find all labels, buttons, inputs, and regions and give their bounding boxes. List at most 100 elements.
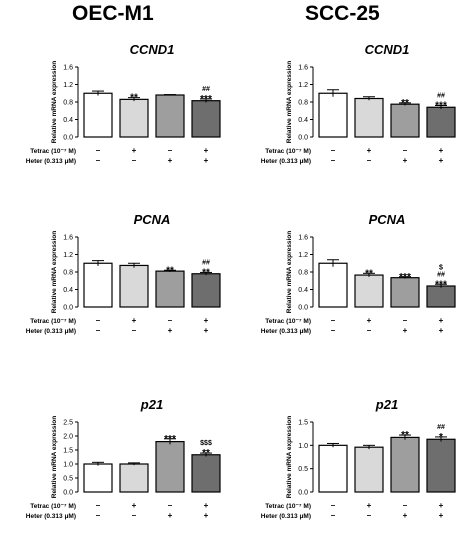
significance-marker: ** (202, 267, 210, 278)
significance-marker: ## (437, 424, 445, 431)
bar (191, 100, 221, 138)
y-axis-label: Relative mRNA expression (286, 61, 293, 144)
bar (155, 94, 185, 138)
treatment-row-label: Heter (0.313 μM) (261, 158, 311, 165)
bar (390, 436, 420, 493)
bar (83, 262, 113, 308)
treatment-sign: + (168, 511, 173, 520)
treatment-sign: – (403, 501, 408, 510)
bar (354, 97, 384, 138)
bar (119, 98, 149, 138)
treatment-sign: + (132, 501, 137, 510)
y-tick-label: 0.0 (63, 305, 73, 312)
treatment-sign: – (96, 511, 101, 520)
treatment-sign: + (204, 316, 209, 325)
significance-marker: *** (164, 434, 176, 445)
chart-panel-scc-ccnd1: CCND1 Relative mRNA expression 0.0 0.4 0.8 1.… (261, 42, 456, 165)
treatment-sign: + (367, 316, 372, 325)
significance-marker: ** (166, 265, 174, 276)
chart-title: p21 (375, 397, 398, 412)
treatment-sign: – (403, 316, 408, 325)
y-axis-label: Relative mRNA expression (51, 416, 58, 499)
significance-marker: ** (202, 448, 210, 459)
significance-marker: * (439, 432, 443, 443)
y-tick-label: 0.5 (63, 476, 73, 483)
y-tick-label: 1.6 (298, 235, 308, 242)
y-tick-label: 0.4 (63, 117, 73, 124)
treatment-sign: – (96, 501, 101, 510)
treatment-sign: – (331, 511, 336, 520)
treatment-row-label: Heter (0.313 μM) (26, 328, 76, 335)
bar (155, 270, 185, 308)
chart-title: CCND1 (130, 42, 175, 57)
bar (390, 103, 420, 138)
significance-marker: ** (401, 98, 409, 109)
y-tick-label: 1.2 (298, 252, 308, 259)
treatment-row-label: Heter (0.313 μM) (26, 158, 76, 165)
treatment-sign: + (367, 501, 372, 510)
bar (83, 463, 113, 493)
y-tick-label: 0.8 (298, 100, 308, 107)
treatment-sign: – (367, 326, 372, 335)
significance-marker: ## (202, 86, 210, 93)
treatment-sign: + (403, 326, 408, 335)
chart-panel-oec-pcna: PCNA Relative mRNA expression 0.0 0.4 0.8 1.2… (26, 212, 221, 335)
significance-marker: ## (437, 93, 445, 100)
bar (191, 273, 221, 308)
treatment-row-label: Tetrac (10⁻⁷ M) (265, 318, 311, 325)
chart-title: p21 (140, 397, 163, 412)
treatment-row-label: Tetrac (10⁻⁷ M) (265, 148, 311, 155)
treatment-sign: – (403, 146, 408, 155)
y-axis-label: Relative mRNA expression (286, 416, 293, 499)
treatment-row-label: Heter (0.313 μM) (261, 513, 311, 520)
significance-marker: ## (437, 271, 445, 278)
bar (354, 274, 384, 308)
bar (354, 446, 384, 493)
treatment-sign: – (96, 156, 101, 165)
y-tick-label: 0.8 (63, 270, 73, 277)
treatment-sign: + (403, 156, 408, 165)
y-tick-label: 0.5 (298, 466, 308, 473)
bar (318, 92, 348, 138)
y-tick-label: 0.0 (298, 490, 308, 497)
treatment-sign: + (204, 156, 209, 165)
treatment-sign: – (331, 501, 336, 510)
treatment-sign: + (439, 156, 444, 165)
treatment-sign: + (204, 146, 209, 155)
treatment-sign: + (132, 316, 137, 325)
bar (318, 262, 348, 308)
treatment-sign: + (168, 156, 173, 165)
significance-marker: *** (200, 94, 212, 105)
treatment-sign: + (439, 316, 444, 325)
bar (191, 454, 221, 493)
treatment-sign: + (439, 511, 444, 520)
treatment-row-label: Tetrac (10⁻⁷ M) (30, 503, 76, 510)
y-tick-label: 0.8 (298, 270, 308, 277)
y-tick-label: 0.4 (298, 287, 308, 294)
bar (426, 438, 456, 493)
y-tick-label: 1.5 (298, 420, 308, 427)
treatment-sign: + (204, 501, 209, 510)
significance-marker: *** (435, 101, 447, 112)
significance-marker: ** (401, 430, 409, 441)
treatment-sign: + (403, 511, 408, 520)
treatment-sign: – (132, 156, 137, 165)
chart-title: PCNA (134, 212, 171, 227)
y-tick-label: 1.6 (298, 65, 308, 72)
y-tick-label: 0.4 (298, 117, 308, 124)
y-tick-label: 1.5 (63, 448, 73, 455)
treatment-sign: – (168, 146, 173, 155)
treatment-sign: – (367, 156, 372, 165)
treatment-sign: + (204, 511, 209, 520)
bar (318, 444, 348, 493)
chart-panel-scc-p21: p21 Relative mRNA expression 0.0 0.5 1.0 1.5 *… (261, 397, 456, 520)
treatment-sign: – (331, 326, 336, 335)
chart-panel-scc-pcna: PCNA Relative mRNA expression 0.0 0.4 0.8 1.2… (261, 212, 456, 335)
y-tick-label: 0.8 (63, 100, 73, 107)
chart-title: CCND1 (365, 42, 410, 57)
treatment-sign: – (96, 326, 101, 335)
y-tick-label: 1.2 (63, 252, 73, 259)
y-axis-label: Relative mRNA expression (286, 231, 293, 314)
significance-marker: *** (435, 279, 447, 290)
column-title-left: OEC-M1 (72, 2, 154, 25)
